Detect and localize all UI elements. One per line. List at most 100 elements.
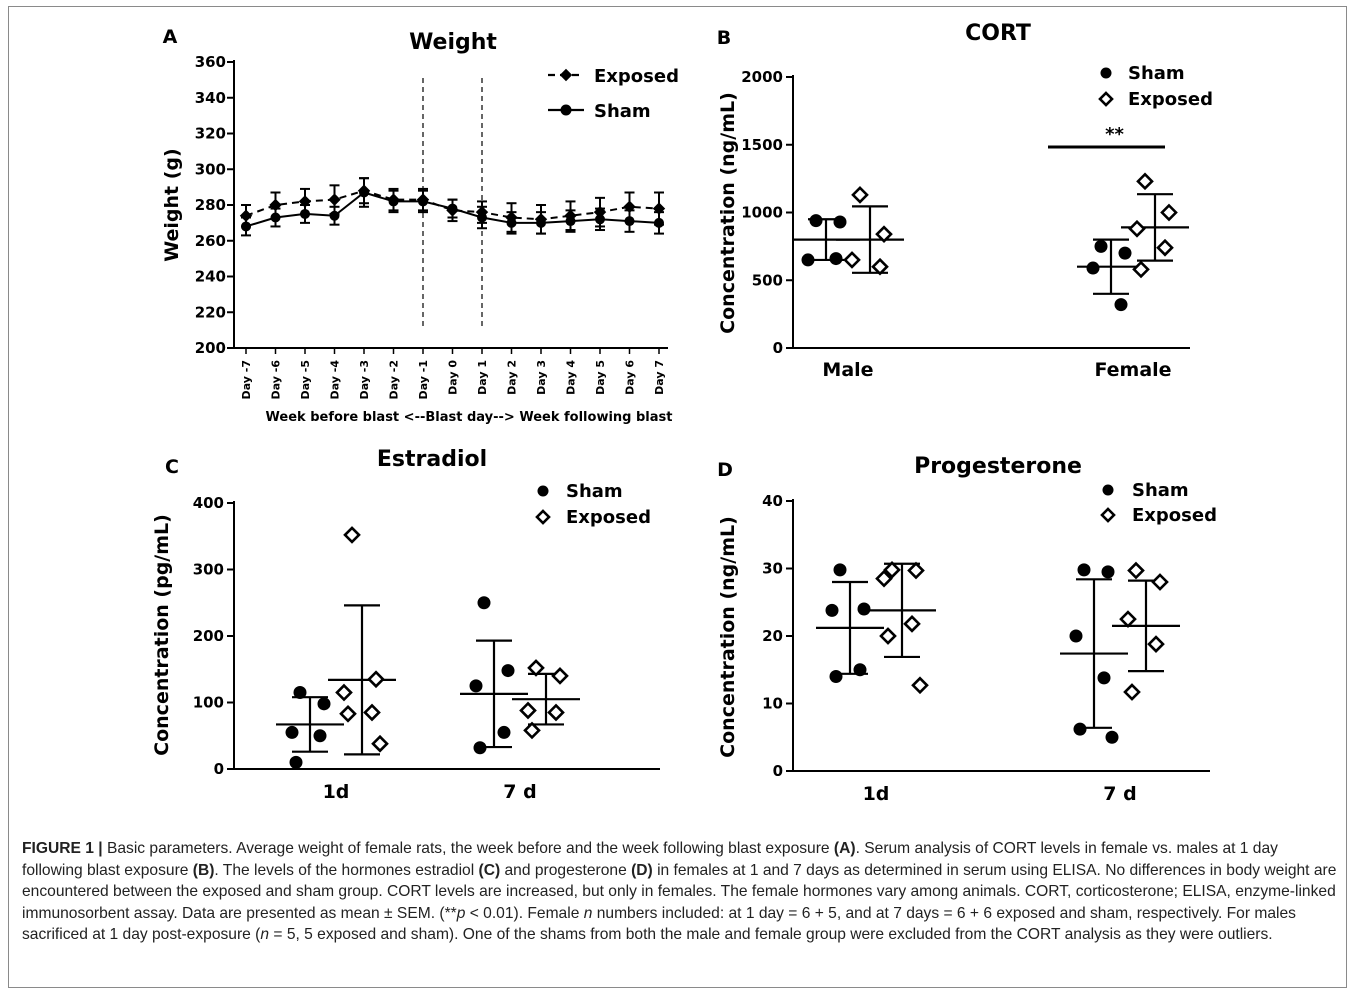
y-tick-label: 260 xyxy=(195,232,226,250)
data-point xyxy=(843,251,861,269)
y-tick-label: 300 xyxy=(195,160,226,178)
data-point xyxy=(1114,298,1128,312)
legend: Sham Exposed xyxy=(1098,63,1213,110)
data-point xyxy=(875,225,893,244)
x-tick-label: Day -3 xyxy=(358,360,371,399)
x-tick-label: Day -1 xyxy=(417,360,430,399)
figure-caption: FIGURE 1 | Basic parameters. Average wei… xyxy=(22,838,1340,946)
data-point xyxy=(1132,260,1150,279)
y-tick-label: 0 xyxy=(773,762,783,780)
data-point xyxy=(241,221,251,232)
y-tick-label: 340 xyxy=(195,89,226,107)
data-point xyxy=(497,725,511,739)
data-point xyxy=(285,725,299,739)
data-point xyxy=(536,217,546,228)
x-tick-label: Day 0 xyxy=(447,360,460,395)
x-category-label: 1d xyxy=(323,781,350,803)
data-point xyxy=(879,627,897,645)
x-tick-label: Day -6 xyxy=(270,360,283,400)
y-axis-title: Concentration (ng/mL) xyxy=(717,516,739,758)
legend: Sham Exposed xyxy=(535,481,651,528)
data-point xyxy=(825,603,839,617)
data-point xyxy=(829,252,843,266)
data-point xyxy=(329,210,340,221)
data-point xyxy=(527,659,545,677)
data-point xyxy=(565,216,576,227)
data-point xyxy=(1123,683,1141,701)
data-point xyxy=(1105,730,1119,744)
data-point xyxy=(367,670,385,689)
data-point xyxy=(547,703,565,722)
x-tick-label: Day 4 xyxy=(565,360,578,395)
series-sham xyxy=(276,596,528,769)
y-tick-label: 300 xyxy=(193,561,224,579)
data-point xyxy=(907,561,925,580)
data-point xyxy=(363,703,381,722)
data-point xyxy=(1069,629,1083,643)
data-point xyxy=(809,214,823,228)
series-exposed xyxy=(868,561,1180,701)
data-point xyxy=(1151,573,1169,591)
data-point xyxy=(903,615,921,633)
data-point xyxy=(1086,261,1100,275)
data-point xyxy=(911,676,929,695)
data-point xyxy=(328,193,341,206)
y-tick-label: 400 xyxy=(193,494,224,512)
data-point xyxy=(1156,238,1174,257)
legend-label: Exposed xyxy=(1128,89,1213,110)
y-tick-label: 100 xyxy=(193,694,224,712)
legend-marker xyxy=(1102,484,1114,496)
data-point xyxy=(1073,722,1087,736)
data-point xyxy=(501,664,515,678)
series-sham xyxy=(792,214,1145,312)
y-axis-title: Concentration (pg/mL) xyxy=(151,514,173,756)
data-point xyxy=(1119,610,1137,628)
data-point xyxy=(1160,203,1178,222)
chart-title: CORT xyxy=(965,21,1031,46)
data-point xyxy=(829,670,843,683)
legend-label: Sham xyxy=(1128,63,1185,84)
series-line xyxy=(245,189,660,221)
data-point xyxy=(1147,635,1165,653)
y-tick-label: 200 xyxy=(195,339,226,357)
y-axis-title: Concentration (ng/mL) xyxy=(717,92,739,334)
legend-marker xyxy=(1100,507,1116,523)
data-point xyxy=(418,196,428,207)
x-category-label: Male xyxy=(822,359,873,381)
data-point xyxy=(871,257,889,276)
data-point xyxy=(801,253,815,267)
data-point xyxy=(313,729,327,743)
y-tick-label: 1500 xyxy=(741,136,783,154)
data-point xyxy=(447,203,458,214)
y-tick-label: 360 xyxy=(195,53,226,71)
legend-marker xyxy=(560,104,572,116)
panel-c: C Estradiol 0 100 200 300 400 Concentration (pg… xyxy=(151,447,660,803)
data-point xyxy=(359,187,369,198)
series-sham xyxy=(241,177,664,237)
legend-label: Sham xyxy=(566,481,623,502)
legend-marker xyxy=(1100,67,1112,79)
data-point xyxy=(270,212,281,223)
x-tick-label: Day -4 xyxy=(329,360,342,400)
chart-title: Progesterone xyxy=(914,454,1082,479)
data-point xyxy=(1118,246,1132,260)
legend-label: Exposed xyxy=(594,66,679,87)
data-point xyxy=(857,602,871,616)
chart-title: Weight xyxy=(409,30,497,55)
y-tick-label: 200 xyxy=(193,627,224,645)
data-point xyxy=(343,526,361,544)
data-point xyxy=(883,561,901,579)
x-tick-label: Day -2 xyxy=(388,360,401,399)
data-point xyxy=(1094,239,1108,253)
x-category-label: 1d xyxy=(863,783,890,805)
data-point xyxy=(1101,565,1115,579)
data-point xyxy=(477,212,487,223)
data-point xyxy=(469,679,483,693)
data-point xyxy=(388,196,399,207)
series-exposed xyxy=(328,526,580,756)
panel-label: C xyxy=(165,456,179,478)
significance-label: ** xyxy=(1105,124,1124,145)
x-tick-label: Day 5 xyxy=(594,360,607,395)
data-point xyxy=(1127,561,1145,580)
